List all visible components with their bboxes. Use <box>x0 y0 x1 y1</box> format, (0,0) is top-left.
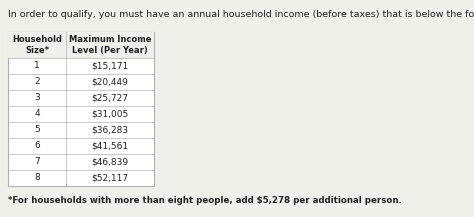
Text: $52,117: $52,117 <box>91 174 128 182</box>
Text: $15,171: $15,171 <box>91 61 128 71</box>
Text: 4: 4 <box>34 110 40 118</box>
Text: $36,283: $36,283 <box>91 125 128 135</box>
Text: $46,839: $46,839 <box>91 158 128 166</box>
Text: In order to qualify, you must have an annual household income (before taxes) tha: In order to qualify, you must have an an… <box>8 10 474 19</box>
Text: 3: 3 <box>34 94 40 102</box>
Bar <box>8 32 154 186</box>
Bar <box>8 32 154 58</box>
Text: $41,561: $41,561 <box>91 141 128 151</box>
Text: Maximum Income
Level (Per Year): Maximum Income Level (Per Year) <box>69 35 151 55</box>
Text: 8: 8 <box>34 174 40 182</box>
Text: 2: 2 <box>34 77 40 87</box>
Text: *For households with more than eight people, add $5,278 per additional person.: *For households with more than eight peo… <box>8 196 402 205</box>
Text: 5: 5 <box>34 125 40 135</box>
Text: 6: 6 <box>34 141 40 151</box>
Text: $31,005: $31,005 <box>91 110 128 118</box>
Text: Household
Size*: Household Size* <box>12 35 62 55</box>
Text: $20,449: $20,449 <box>91 77 128 87</box>
Text: $25,727: $25,727 <box>91 94 128 102</box>
Text: 7: 7 <box>34 158 40 166</box>
Text: 1: 1 <box>34 61 40 71</box>
